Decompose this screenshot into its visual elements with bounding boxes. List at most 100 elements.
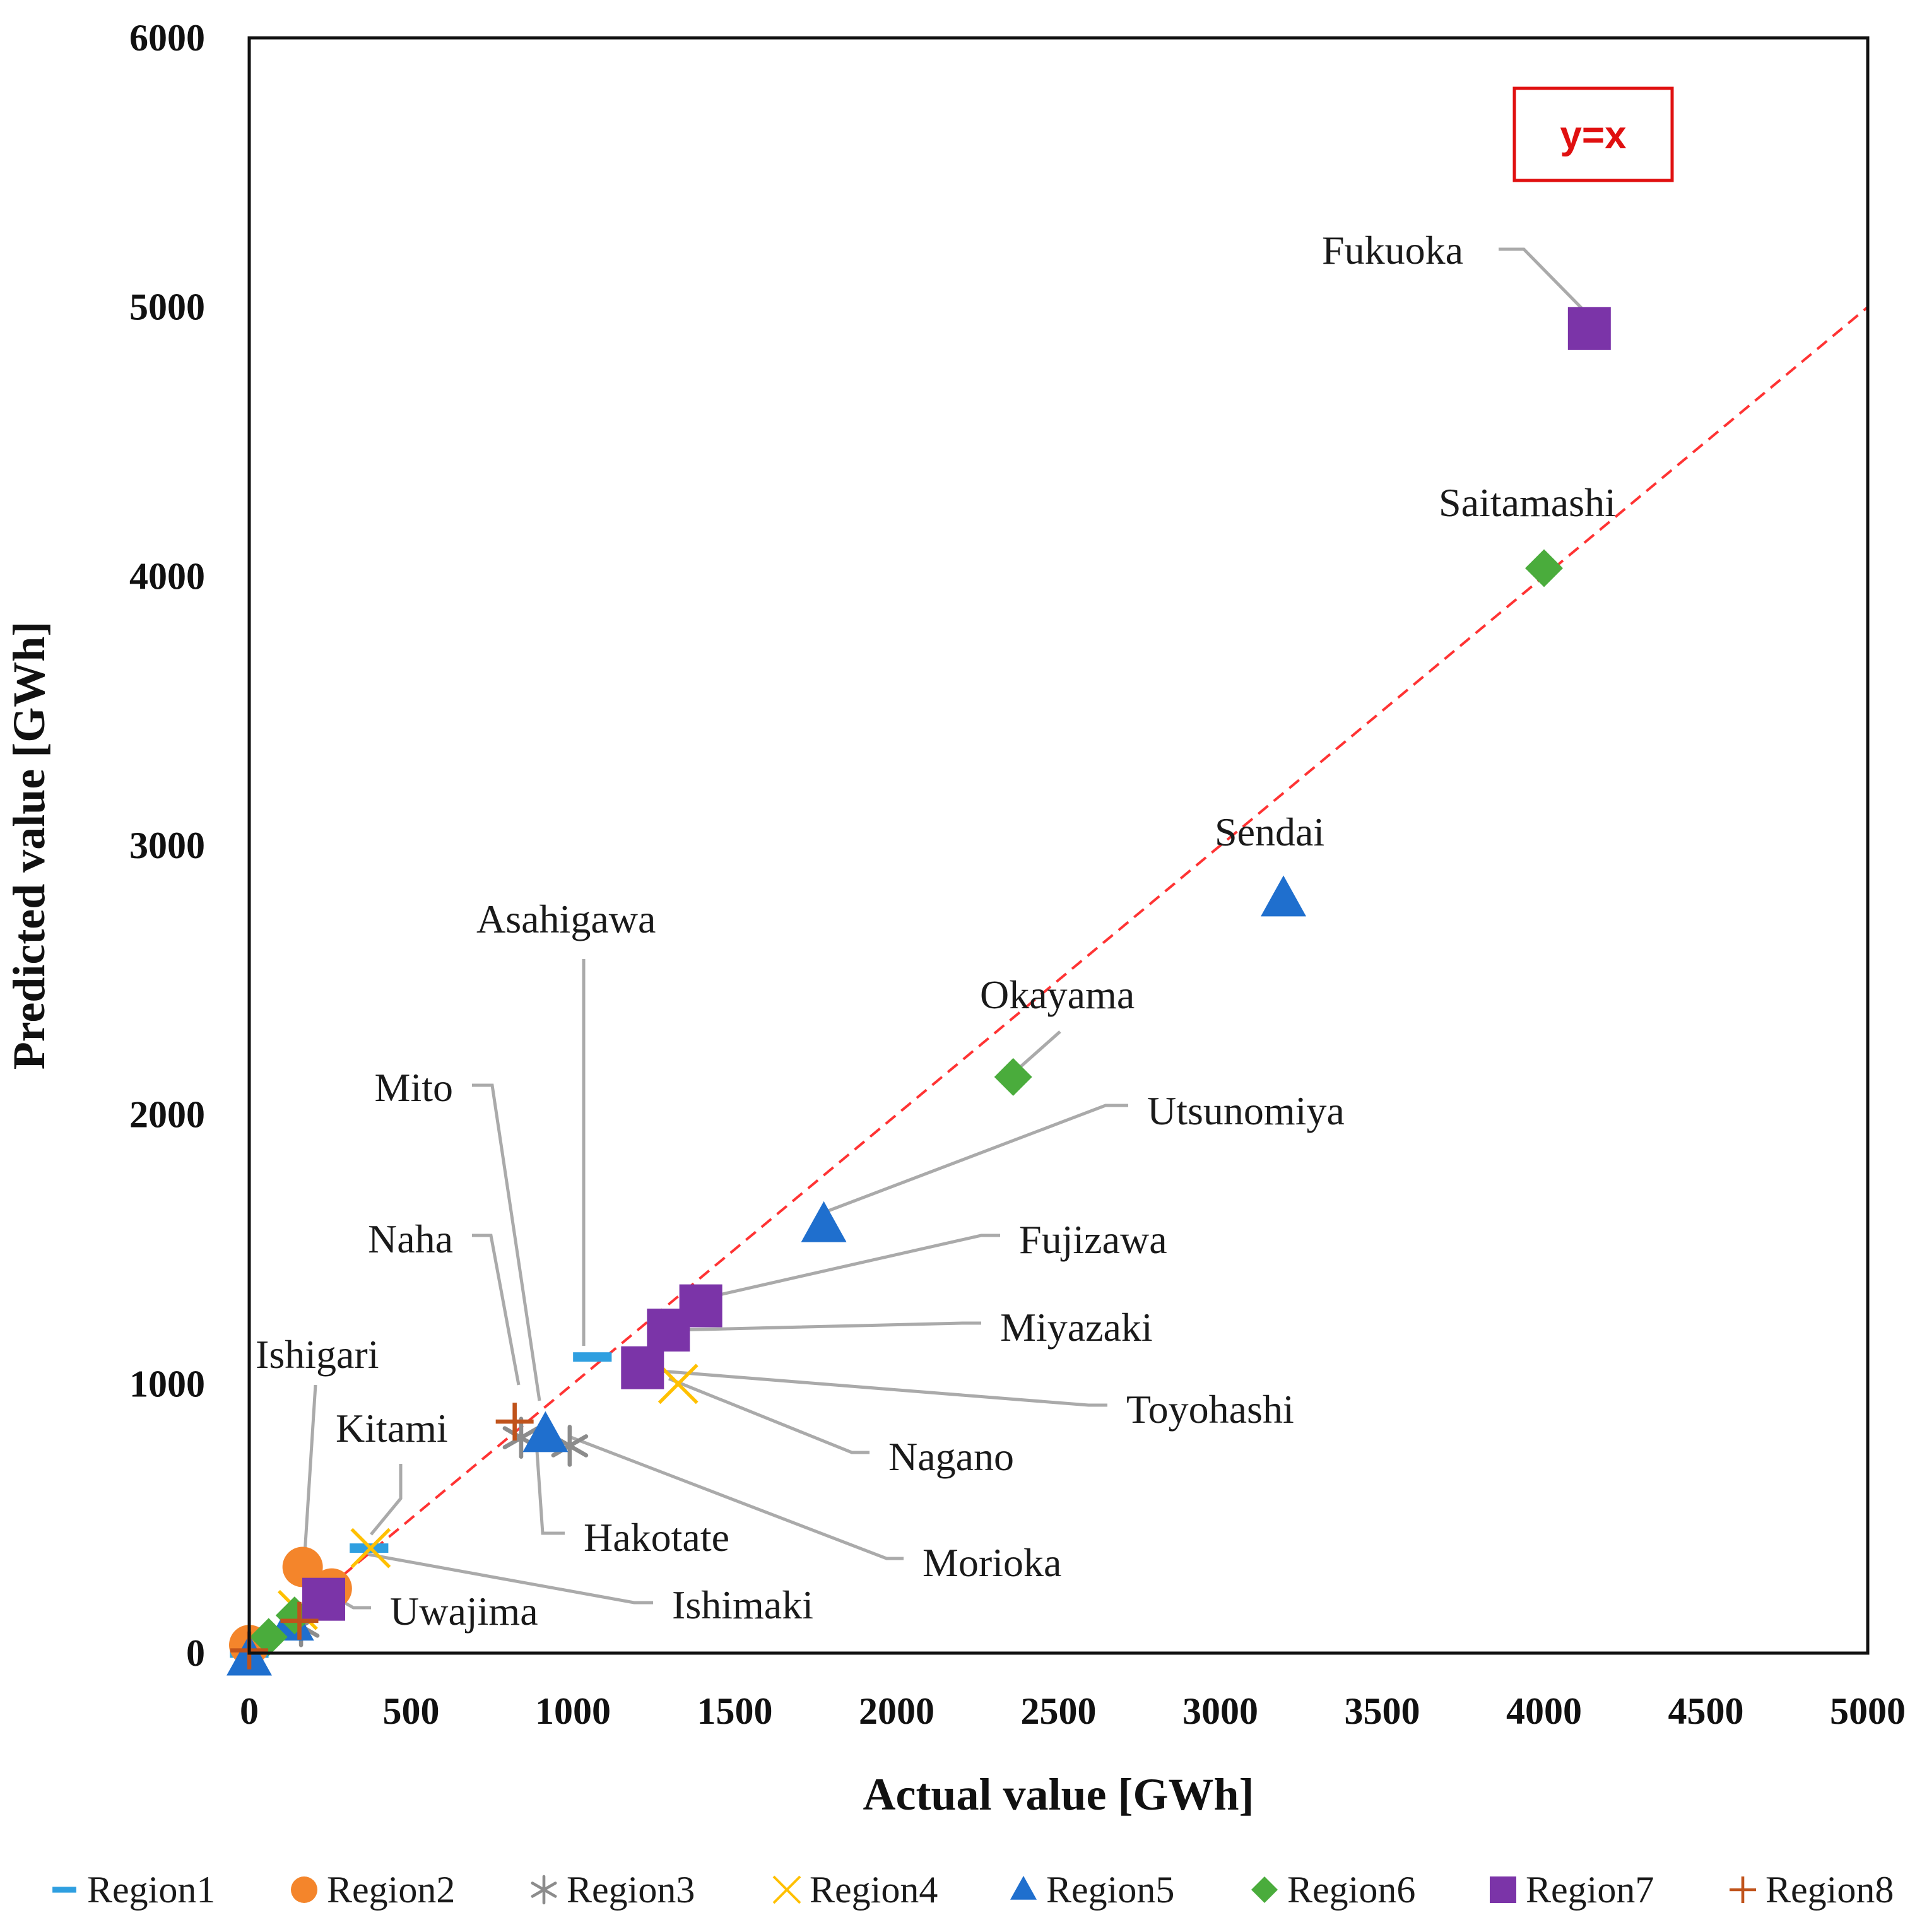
legend-item-region2: Region2 — [291, 1869, 455, 1911]
x-tick-label-4000: 4000 — [1506, 1690, 1582, 1732]
annotation-label-miyazaki: Miyazaki — [1000, 1305, 1153, 1350]
x-tick-label-500: 500 — [383, 1690, 440, 1732]
axis-ticks: 0 500 1000 1500 2000 2500 3000 3500 4000 4500 5000… — [129, 17, 1906, 1732]
point-region4-1 — [350, 1528, 391, 1569]
legend-item-region6: Region6 — [1251, 1869, 1415, 1911]
annotation-label-asahigawa: Asahigawa — [476, 897, 656, 941]
annotation-leader-ishimaki — [362, 1552, 653, 1605]
reference-line-y-equals-x — [248, 306, 1869, 1654]
x-tick-label-1500: 1500 — [697, 1690, 773, 1732]
data-marks — [227, 307, 1611, 1676]
annotation-leader-fujizawa — [697, 1234, 1000, 1302]
annotation-label-fukuoka: Fukuoka — [1322, 228, 1463, 273]
x-tick-label-5000: 5000 — [1830, 1690, 1906, 1732]
x-tick-label-3000: 3000 — [1182, 1690, 1258, 1732]
x-axis-title: Actual value [GWh] — [863, 1769, 1254, 1820]
y-tick-label-5000: 5000 — [129, 286, 205, 328]
point-region8-0 — [495, 1403, 534, 1441]
annotation-leader-hakotate — [534, 1441, 565, 1535]
point-region7-0 — [1567, 307, 1611, 350]
annotation-leader-miyazaki — [675, 1321, 981, 1332]
legend-marker-region6 — [1251, 1876, 1278, 1903]
legend-item-region4: Region4 — [772, 1869, 938, 1911]
x-tick-label-4500: 4500 — [1668, 1690, 1744, 1732]
point-region5-0 — [1261, 875, 1307, 917]
legend-marker-region4 — [772, 1875, 801, 1904]
point-region5-1 — [801, 1201, 847, 1242]
x-tick-label-3500: 3500 — [1345, 1690, 1420, 1732]
point-region7-3 — [621, 1346, 664, 1389]
annotation-label-morioka: Morioka — [923, 1540, 1061, 1585]
legend-marker-region8 — [1730, 1876, 1756, 1903]
annotation-leaders — [302, 247, 1591, 1610]
annotation-leader-ishigari — [302, 1384, 317, 1564]
y-tick-label-1000: 1000 — [129, 1363, 205, 1405]
legend-item-region5: Region5 — [1010, 1869, 1174, 1911]
legend-marker-region3 — [531, 1875, 557, 1905]
annotation-leader-mito — [472, 1083, 541, 1401]
reference-line-label: y=x — [1560, 114, 1627, 157]
legend-marker-region5 — [1010, 1875, 1037, 1900]
annotation-label-sendai: Sendai — [1215, 810, 1324, 854]
x-tick-label-2000: 2000 — [859, 1690, 934, 1732]
point-region5-2 — [522, 1411, 569, 1452]
legend-label-region1: Region1 — [87, 1869, 215, 1911]
point-region7-2 — [647, 1309, 690, 1352]
point-region2-0 — [282, 1546, 323, 1587]
y-tick-label-2000: 2000 — [129, 1094, 205, 1136]
y-axis-title: Predicted value [GWh] — [4, 621, 54, 1070]
legend-marker-region2 — [291, 1876, 317, 1903]
point-region6-3 — [249, 1618, 288, 1656]
x-tick-label-1000: 1000 — [535, 1690, 611, 1732]
legend-item-region8: Region8 — [1730, 1869, 1894, 1911]
annotation-label-uwajima: Uwajima — [390, 1589, 538, 1634]
annotation-label-ishimaki: Ishimaki — [672, 1582, 813, 1627]
annotation-leader-naha — [472, 1234, 521, 1386]
y-tick-label-6000: 6000 — [129, 17, 205, 59]
annotation-label-saitamashi: Saitamashi — [1439, 480, 1616, 525]
legend-item-region7: Region7 — [1490, 1869, 1654, 1911]
annotation-label-fujizawa: Fujizawa — [1019, 1217, 1167, 1262]
legend-item-region3: Region3 — [531, 1869, 695, 1911]
annotation-label-mito: Mito — [375, 1065, 453, 1110]
y-tick-label-3000: 3000 — [129, 825, 205, 866]
y-tick-label-0: 0 — [186, 1632, 205, 1674]
annotation-leader-fukuoka — [1499, 247, 1591, 318]
legend-label-region2: Region2 — [327, 1869, 455, 1911]
point-region7-4 — [302, 1577, 345, 1621]
annotation-label-toyohashi: Toyohashi — [1126, 1387, 1294, 1432]
legend-label-region4: Region4 — [810, 1869, 938, 1911]
point-region6-0 — [1525, 549, 1563, 587]
point-region8-1 — [280, 1601, 319, 1640]
annotation-label-naha: Naha — [368, 1216, 453, 1261]
annotation-label-kitami: Kitami — [336, 1406, 448, 1451]
legend-label-region8: Region8 — [1766, 1869, 1894, 1911]
legend-label-region3: Region3 — [567, 1869, 695, 1911]
annotation-leader-utsunomiya — [826, 1104, 1128, 1213]
legend-label-region6: Region6 — [1287, 1869, 1415, 1911]
annotation-label-hakotate: Hakotate — [584, 1515, 729, 1560]
point-region4-0 — [657, 1364, 699, 1405]
point-region6-1 — [994, 1057, 1032, 1096]
annotation-labels: Fukuoka Saitamashi Sendai Okayama Utsunomiya… — [256, 228, 1616, 1634]
reference-line-label-box — [1512, 86, 1674, 182]
x-tick-label-0: 0 — [240, 1690, 259, 1732]
annotation-label-ishigari: Ishigari — [256, 1332, 379, 1377]
legend: Region1 Region2 Region3 Region4 Region5 Regio… — [52, 1869, 1894, 1911]
legend-marker-region7 — [1490, 1876, 1516, 1903]
annotation-label-utsunomiya: Utsunomiya — [1147, 1088, 1345, 1133]
annotation-label-nagano: Nagano — [888, 1434, 1014, 1479]
y-tick-label-4000: 4000 — [129, 555, 205, 597]
legend-label-region5: Region5 — [1046, 1869, 1174, 1911]
annotation-leader-toyohashi — [637, 1367, 1107, 1407]
annotation-label-okayama: Okayama — [980, 972, 1135, 1017]
annotation-leader-morioka — [570, 1435, 904, 1560]
legend-item-region1: Region1 — [52, 1869, 215, 1911]
legend-marker-region1 — [52, 1887, 76, 1893]
plot-area-border — [247, 36, 1870, 1655]
x-tick-label-2500: 2500 — [1021, 1690, 1097, 1732]
point-region1-0 — [573, 1352, 612, 1362]
legend-label-region7: Region7 — [1526, 1869, 1654, 1911]
